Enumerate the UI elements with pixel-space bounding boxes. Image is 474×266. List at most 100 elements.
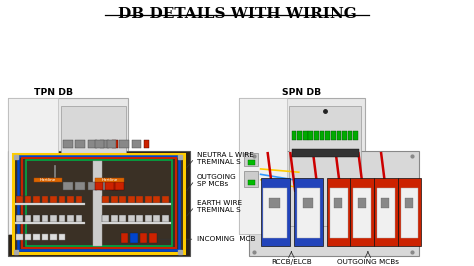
Bar xyxy=(130,233,137,243)
Text: Hartline: Hartline xyxy=(40,178,56,182)
Bar xyxy=(248,160,255,165)
Bar xyxy=(264,188,287,238)
Bar xyxy=(15,222,85,225)
Text: OUTGOING
SP MCBs: OUTGOING SP MCBs xyxy=(197,174,237,187)
Bar xyxy=(95,140,104,148)
Bar xyxy=(145,196,152,203)
Bar xyxy=(261,178,290,246)
Bar xyxy=(18,156,179,250)
Bar xyxy=(16,234,23,240)
Bar xyxy=(67,196,74,203)
Bar xyxy=(162,215,169,222)
Bar xyxy=(249,151,419,256)
Bar xyxy=(112,140,118,148)
Bar xyxy=(33,215,40,222)
Bar xyxy=(154,196,160,203)
Bar xyxy=(100,182,109,190)
Bar xyxy=(102,196,109,203)
Bar xyxy=(107,140,117,148)
Bar xyxy=(88,140,97,148)
Bar xyxy=(33,234,40,240)
Bar xyxy=(111,215,118,222)
Bar xyxy=(15,203,85,205)
Bar xyxy=(16,196,23,203)
Bar xyxy=(100,140,109,148)
Bar xyxy=(292,131,296,140)
Bar xyxy=(398,178,421,246)
Bar xyxy=(95,177,124,182)
Text: TPN DB: TPN DB xyxy=(34,88,73,97)
Bar xyxy=(269,198,280,209)
Bar xyxy=(13,154,184,253)
Text: NEUTRA L WIRE
TREMINAL S: NEUTRA L WIRE TREMINAL S xyxy=(197,152,254,165)
Bar xyxy=(342,131,347,140)
Bar xyxy=(42,215,48,222)
Bar xyxy=(59,234,65,240)
Bar xyxy=(297,131,302,140)
Bar xyxy=(75,182,85,190)
Bar xyxy=(401,188,419,238)
Bar xyxy=(325,131,330,140)
Bar xyxy=(405,198,413,209)
Bar xyxy=(101,222,172,225)
Bar xyxy=(59,215,65,222)
Bar xyxy=(95,182,103,190)
Bar xyxy=(34,177,62,182)
Bar xyxy=(348,131,352,140)
Bar xyxy=(149,233,156,243)
Bar xyxy=(357,198,366,209)
Bar xyxy=(239,98,365,234)
Bar xyxy=(294,178,323,246)
Text: RCCB/ELCB: RCCB/ELCB xyxy=(271,259,312,265)
Bar xyxy=(377,188,395,238)
Bar xyxy=(154,215,160,222)
Bar xyxy=(25,234,31,240)
Bar xyxy=(101,203,172,205)
Bar xyxy=(76,196,82,203)
Bar xyxy=(63,140,73,148)
Bar xyxy=(353,188,371,238)
Bar xyxy=(8,98,58,234)
Bar xyxy=(33,196,40,203)
Bar xyxy=(12,153,185,253)
Bar xyxy=(319,131,324,140)
Bar xyxy=(8,151,190,256)
Bar xyxy=(289,106,361,226)
Bar xyxy=(303,131,308,140)
Text: Hartline: Hartline xyxy=(101,178,118,182)
Bar xyxy=(75,140,85,148)
Bar xyxy=(22,158,175,248)
Bar xyxy=(119,196,126,203)
Bar xyxy=(112,182,118,190)
Bar xyxy=(337,131,341,140)
Bar xyxy=(119,215,126,222)
Bar xyxy=(145,215,152,222)
Bar xyxy=(131,140,141,148)
Bar xyxy=(76,215,82,222)
Bar xyxy=(42,234,48,240)
Bar xyxy=(88,182,97,190)
Bar xyxy=(16,215,23,222)
Bar xyxy=(26,160,172,246)
Bar xyxy=(244,153,258,166)
Bar xyxy=(63,182,73,190)
Bar xyxy=(292,149,359,157)
Bar xyxy=(50,234,57,240)
Bar xyxy=(128,215,135,222)
Bar xyxy=(244,171,258,186)
Bar xyxy=(162,196,169,203)
Bar xyxy=(302,198,313,209)
Bar xyxy=(25,215,31,222)
Bar xyxy=(102,215,109,222)
Bar xyxy=(297,188,320,238)
Bar xyxy=(248,181,255,185)
Bar xyxy=(116,182,124,190)
Bar xyxy=(144,140,149,148)
Text: DB DETAILS WITH WIRING: DB DETAILS WITH WIRING xyxy=(118,7,356,21)
Bar xyxy=(120,233,128,243)
Bar xyxy=(314,131,319,140)
Bar xyxy=(93,161,102,246)
Bar xyxy=(239,98,287,234)
Bar xyxy=(59,196,65,203)
Bar xyxy=(50,196,57,203)
